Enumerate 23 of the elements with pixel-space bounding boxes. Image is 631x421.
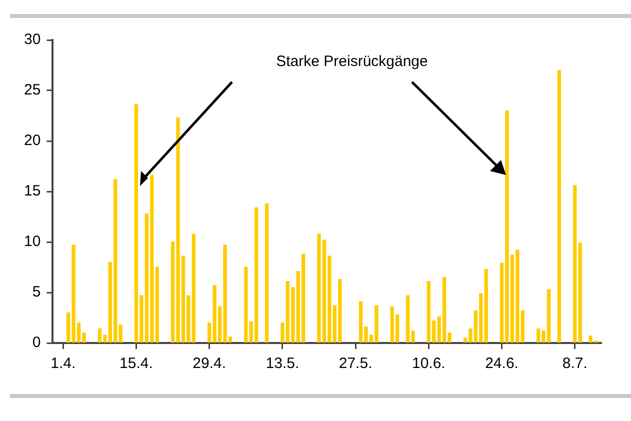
y-tick-label: 0 [32, 334, 41, 352]
x-tick-label: 1.4. [50, 355, 76, 372]
y-tick-label: 10 [24, 233, 41, 250]
bar [264, 203, 269, 343]
bar [578, 242, 582, 343]
x-tick-label: 24.6. [485, 355, 518, 372]
x-tick-label: 13.5. [266, 355, 300, 372]
y-tick-label: 15 [24, 182, 41, 200]
bar [573, 185, 577, 343]
x-tick-label: 15.4. [120, 355, 153, 372]
bar [484, 268, 488, 343]
bar [155, 266, 159, 343]
x-tick-label: 8.7. [562, 355, 588, 372]
x-tick-label: 10.6. [412, 355, 446, 372]
y-tick-label: 20 [24, 132, 41, 150]
x-tick-label: 29.4. [192, 355, 226, 372]
annotation: Starke Preisrückgänge [276, 53, 428, 70]
bar [244, 266, 248, 343]
x-tick-label: 27.5. [338, 355, 372, 372]
y-tick-label: 5 [32, 284, 41, 301]
bar [557, 70, 562, 343]
y-tick-label: 30 [24, 31, 41, 48]
y-tick-label: 25 [24, 82, 41, 99]
